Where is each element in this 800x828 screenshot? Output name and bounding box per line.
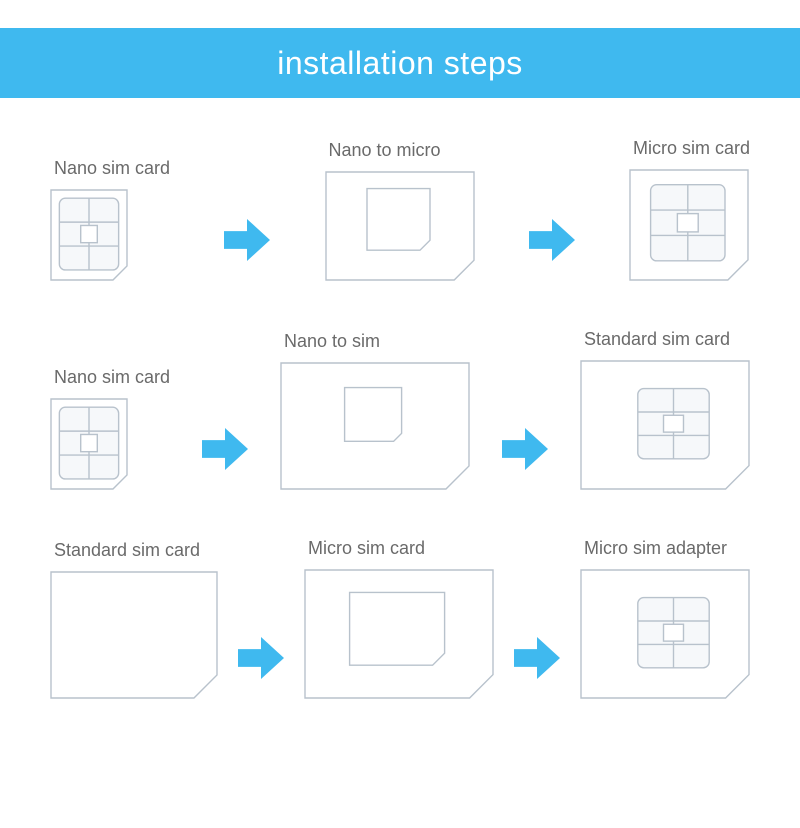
arrow-right-icon (529, 219, 575, 281)
step-cell: Micro sim card (629, 138, 750, 281)
sim-card-icon (629, 169, 749, 281)
step-row: Standard sim card Micro sim card Micro sim… (50, 538, 750, 699)
step-row: Nano sim card Nano to micro Micro sim card (50, 138, 750, 281)
sim-card-icon (280, 362, 470, 490)
header-title: installation steps (277, 45, 523, 82)
arrow-right-icon (502, 428, 548, 490)
sim-card-icon (304, 569, 494, 699)
sim-card-icon (50, 189, 128, 281)
arrow-right-icon (514, 637, 560, 699)
cell-label: Micro sim card (304, 538, 425, 559)
cell-label: Nano to sim (280, 331, 380, 352)
cell-label: Nano sim card (50, 367, 170, 388)
step-cell: Micro sim card (304, 538, 494, 699)
step-cell: Micro sim adapter (580, 538, 750, 699)
step-row: Nano sim card Nano to sim Standard sim car… (50, 329, 750, 490)
step-cell: Nano to micro (325, 140, 475, 281)
step-cell: Nano sim card (50, 367, 170, 490)
sim-card-icon (50, 571, 218, 699)
header-bar: installation steps (0, 28, 800, 98)
arrow-right-icon (238, 637, 284, 699)
cell-label: Nano to micro (325, 140, 441, 161)
cell-label: Micro sim card (629, 138, 750, 159)
step-cell: Standard sim card (50, 540, 218, 699)
step-cell: Standard sim card (580, 329, 750, 490)
sim-card-icon (580, 360, 750, 490)
cell-label: Standard sim card (580, 329, 730, 350)
sim-card-icon (50, 398, 128, 490)
sim-card-icon (325, 171, 475, 281)
step-cell: Nano to sim (280, 331, 470, 490)
steps-grid: Nano sim card Nano to micro Micro sim card… (0, 98, 800, 699)
cell-label: Micro sim adapter (580, 538, 727, 559)
cell-label: Standard sim card (50, 540, 200, 561)
step-cell: Nano sim card (50, 158, 170, 281)
arrow-right-icon (224, 219, 270, 281)
arrow-right-icon (202, 428, 248, 490)
sim-card-icon (580, 569, 750, 699)
cell-label: Nano sim card (50, 158, 170, 179)
